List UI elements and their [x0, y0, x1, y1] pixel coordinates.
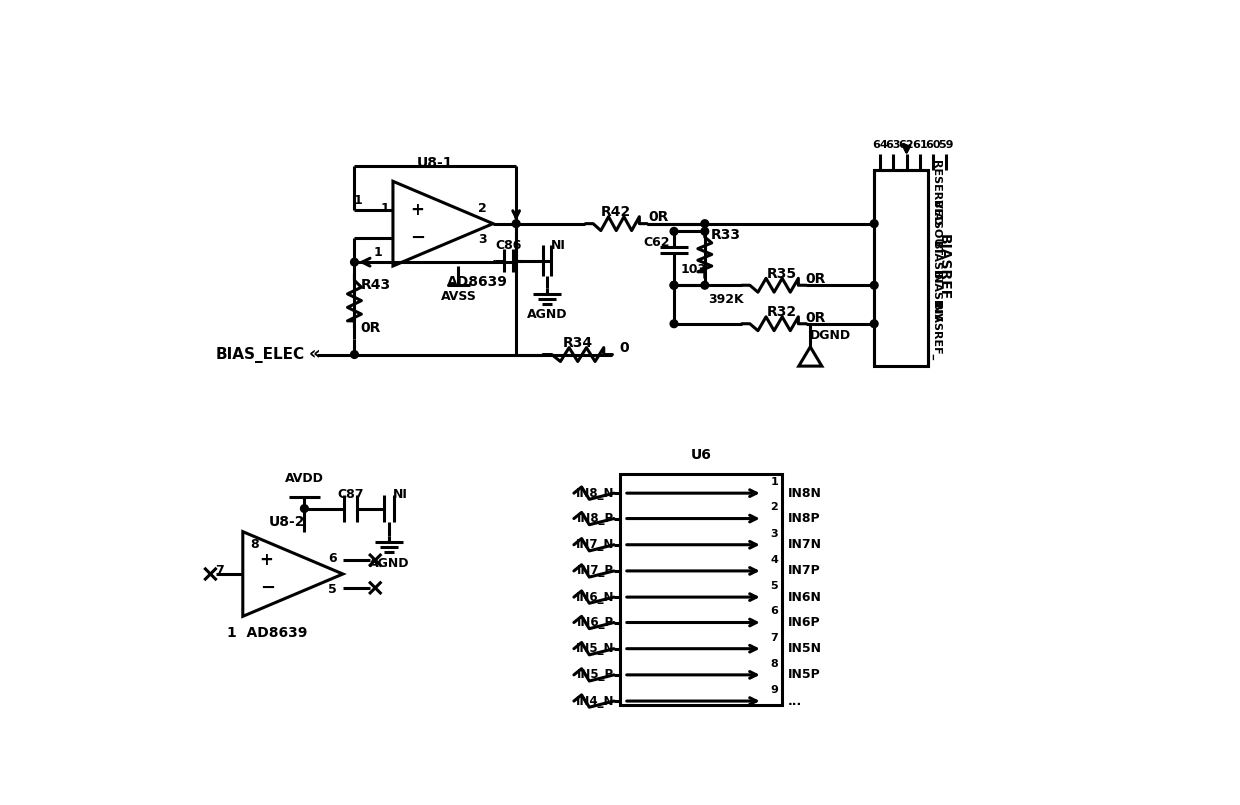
Text: 3: 3	[770, 529, 777, 539]
Text: IN6_N: IN6_N	[575, 591, 614, 604]
Text: +: +	[410, 200, 424, 219]
Text: NI: NI	[551, 239, 565, 252]
Text: 62: 62	[899, 141, 914, 151]
Text: 63: 63	[885, 141, 901, 151]
Circle shape	[870, 220, 878, 228]
Text: IN7N: IN7N	[787, 539, 822, 551]
Text: 7: 7	[216, 564, 224, 576]
Text: 9: 9	[770, 685, 777, 695]
Circle shape	[701, 220, 708, 228]
Circle shape	[870, 282, 878, 289]
Text: R42: R42	[601, 205, 631, 219]
Text: 0R: 0R	[806, 311, 826, 324]
Text: DGND: DGND	[810, 328, 852, 342]
Text: IN7P: IN7P	[787, 564, 821, 577]
Circle shape	[351, 351, 358, 358]
Text: 1: 1	[770, 477, 777, 487]
Text: IN6P: IN6P	[787, 616, 821, 629]
Text: BIASOUT: BIASOUT	[931, 200, 941, 255]
Text: 8: 8	[770, 658, 777, 669]
Text: 64: 64	[873, 141, 888, 151]
Text: IN4_N: IN4_N	[575, 695, 614, 708]
Text: R43: R43	[361, 279, 391, 292]
Text: 7: 7	[770, 633, 777, 642]
Text: 2: 2	[770, 502, 777, 513]
Text: 4: 4	[770, 555, 777, 565]
Text: C87: C87	[337, 488, 363, 502]
Text: R32: R32	[766, 305, 796, 320]
Text: RESERVED: RESERVED	[931, 160, 941, 225]
Text: IN6N: IN6N	[787, 591, 822, 604]
Text: IN5_N: IN5_N	[575, 642, 614, 655]
Text: AVSS: AVSS	[440, 291, 476, 303]
Text: 5: 5	[329, 583, 337, 596]
Text: 3: 3	[479, 233, 487, 246]
Text: 103: 103	[681, 263, 707, 276]
Text: IN7_P: IN7_P	[577, 564, 614, 577]
Text: R33: R33	[711, 228, 742, 242]
Text: 0: 0	[619, 341, 629, 355]
Text: IN8_P: IN8_P	[577, 512, 614, 525]
Text: IN5N: IN5N	[787, 642, 822, 655]
Text: U6: U6	[691, 448, 712, 462]
Text: 60: 60	[925, 141, 940, 151]
Text: 6: 6	[770, 606, 777, 617]
Text: IN7_N: IN7_N	[575, 539, 614, 551]
Text: 5: 5	[770, 581, 777, 591]
Text: 0R: 0R	[361, 320, 381, 335]
Text: 59: 59	[939, 141, 954, 151]
Text: +: +	[259, 551, 274, 569]
Circle shape	[512, 220, 520, 228]
Text: «: «	[309, 345, 320, 364]
Text: BIASREF_: BIASREF_	[931, 303, 941, 361]
Text: C86: C86	[495, 239, 522, 252]
Text: IN5_P: IN5_P	[577, 668, 614, 681]
Text: U8-2: U8-2	[268, 515, 305, 530]
Text: C62: C62	[644, 237, 670, 250]
Text: 8: 8	[250, 538, 259, 551]
Text: BIASIN: BIASIN	[931, 241, 941, 283]
Circle shape	[351, 258, 358, 266]
Text: −: −	[259, 579, 275, 597]
Text: 392K: 392K	[708, 292, 744, 306]
Text: BIAS_ELEC: BIAS_ELEC	[216, 346, 304, 362]
Text: R35: R35	[766, 266, 796, 281]
Text: AVDD: AVDD	[285, 473, 324, 485]
Text: IN6_P: IN6_P	[577, 616, 614, 629]
Text: IN8P: IN8P	[787, 512, 821, 525]
Circle shape	[670, 228, 678, 235]
Circle shape	[670, 320, 678, 328]
Text: IN5P: IN5P	[787, 668, 821, 681]
Text: IN8N: IN8N	[787, 487, 822, 500]
Text: 61: 61	[911, 141, 928, 151]
Text: 1: 1	[381, 202, 389, 215]
Text: NI: NI	[393, 488, 408, 502]
Text: AD8639: AD8639	[446, 275, 507, 289]
Circle shape	[300, 505, 309, 513]
Text: 1: 1	[353, 194, 362, 207]
Text: AGND: AGND	[368, 558, 409, 571]
Text: 1  AD8639: 1 AD8639	[227, 625, 308, 640]
Text: R34: R34	[563, 336, 593, 350]
Text: 0R: 0R	[649, 210, 668, 225]
Text: 0R: 0R	[806, 272, 826, 286]
Circle shape	[870, 320, 878, 328]
Text: ...: ...	[787, 695, 802, 708]
Text: IN8_N: IN8_N	[575, 487, 614, 500]
Text: 6: 6	[329, 552, 337, 565]
Text: U8-1: U8-1	[417, 155, 454, 170]
Text: −: −	[410, 229, 425, 246]
Text: AGND: AGND	[527, 308, 567, 321]
Bar	[874, 170, 928, 366]
Text: BIASREF: BIASREF	[936, 234, 951, 300]
Circle shape	[670, 282, 678, 289]
Circle shape	[701, 282, 708, 289]
Text: 2: 2	[479, 202, 487, 215]
Text: 1: 1	[373, 246, 382, 259]
Bar	[620, 474, 781, 705]
Text: BIASINV: BIASINV	[931, 271, 941, 322]
Circle shape	[701, 228, 708, 235]
Circle shape	[670, 282, 678, 289]
